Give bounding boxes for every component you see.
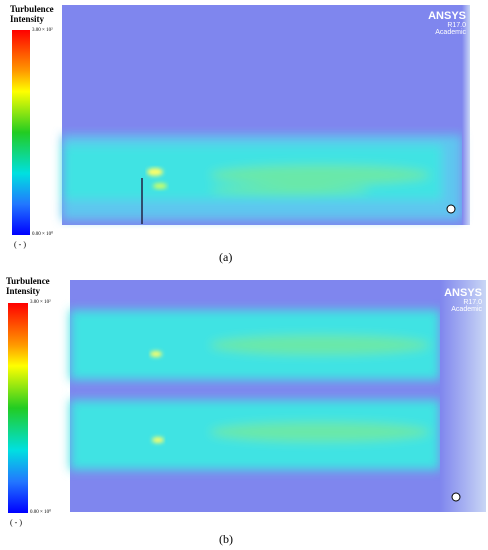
axis-triad: [451, 492, 461, 502]
logo-license: Academic: [451, 306, 482, 313]
logo-name: ANSYS: [444, 287, 482, 299]
logo-name: ANSYS: [428, 10, 466, 22]
legend-unit: ( - ): [10, 518, 22, 527]
logo-license: Academic: [435, 29, 466, 36]
wake-hotspots: [150, 351, 164, 443]
legend-min: 0.00 × 10⁰: [32, 232, 54, 237]
logo-version: R17.0: [447, 22, 466, 29]
logo: ANSYS R17.0 Academic: [444, 287, 482, 313]
contour-field: [70, 310, 440, 470]
contour-field: [62, 135, 462, 220]
logo-version: R17.0: [463, 299, 482, 306]
logo: ANSYS R17.0 Academic: [428, 10, 466, 36]
axis-triad: [446, 204, 456, 214]
domain-edge: [462, 5, 470, 225]
domain-edge: [440, 280, 486, 512]
wake-hotspots: [147, 168, 167, 189]
legend-max: 3.00 × 10²: [32, 28, 53, 33]
legend-min: 0.00 × 10⁰: [30, 510, 52, 515]
caption: (a): [219, 250, 233, 264]
legend-unit: ( - ): [14, 240, 26, 249]
colorbar: [8, 303, 28, 513]
legend-title: Turbulence Intensity: [10, 4, 54, 24]
colorbar: [12, 30, 30, 235]
legend-title: Turbulence Intensity: [6, 276, 50, 296]
caption: (b): [219, 532, 233, 546]
legend-max: 3.00 × 10²: [30, 300, 51, 305]
